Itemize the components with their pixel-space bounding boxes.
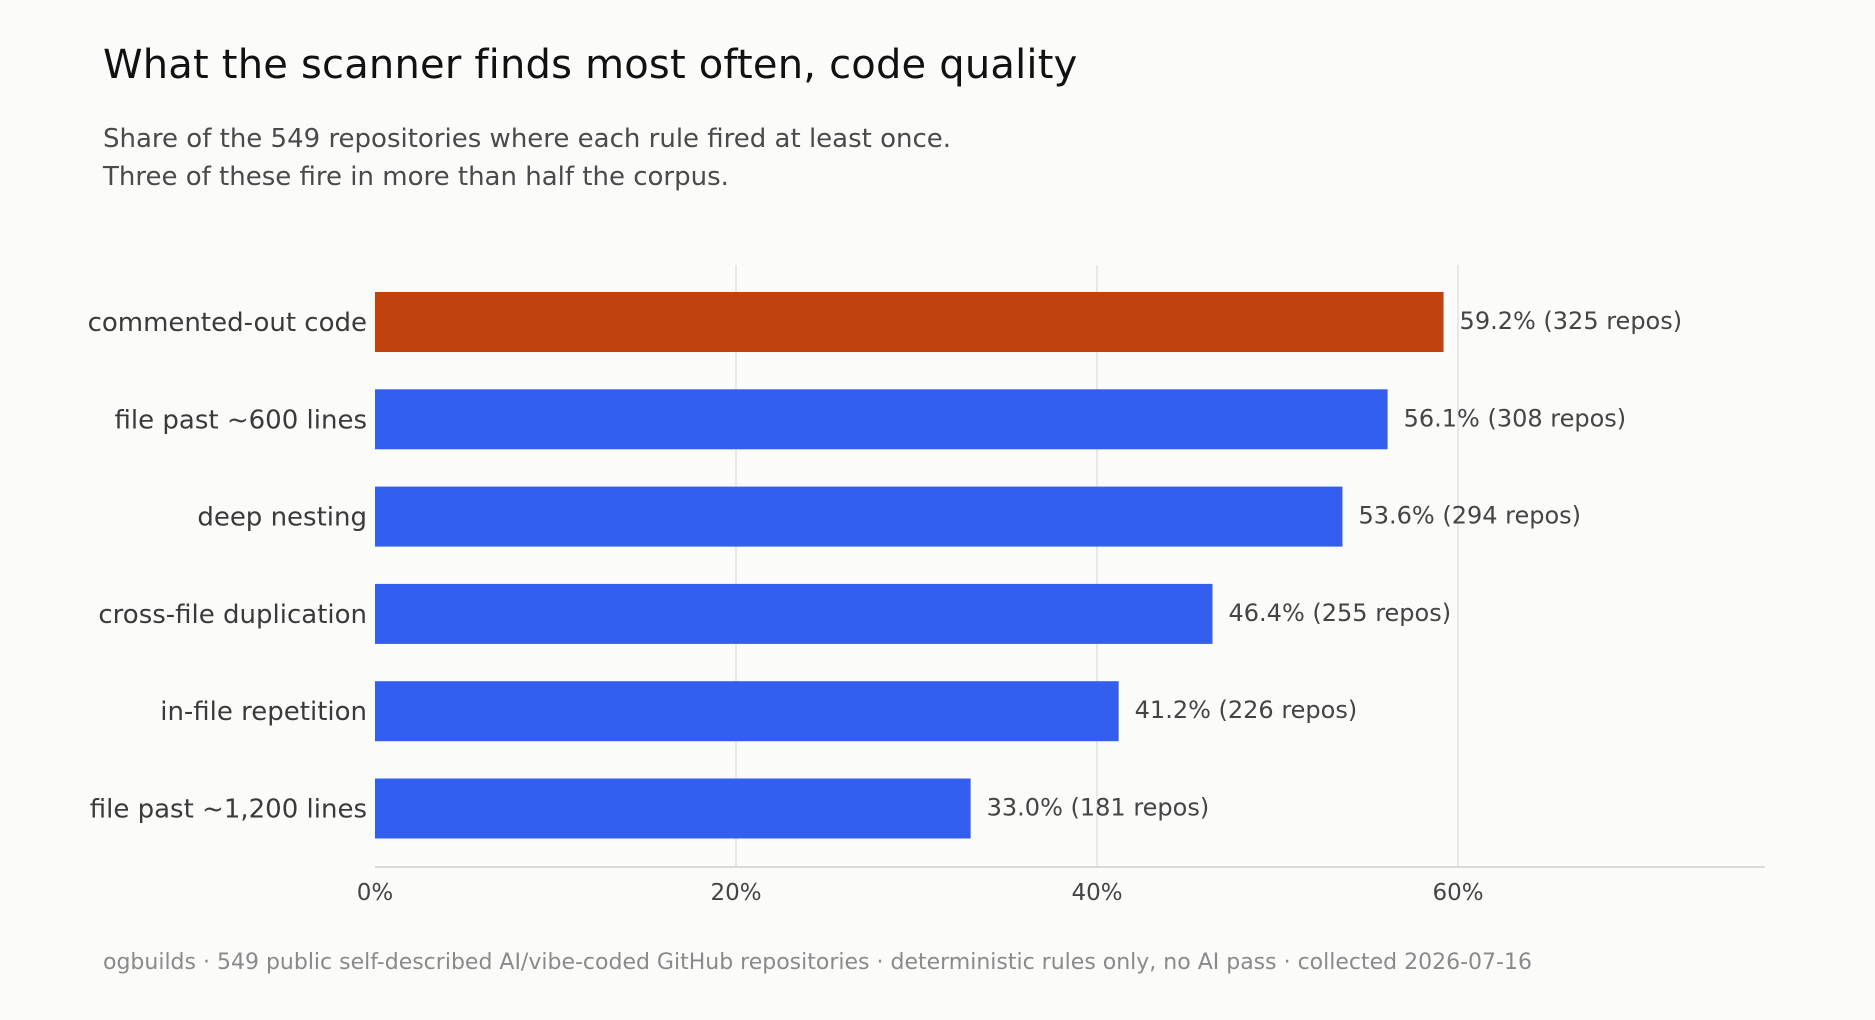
chart-subtitle: Share of the 549 repositories where each…	[103, 120, 951, 196]
data-label-3: 46.4% (255 repos)	[1229, 599, 1452, 627]
x-tick-label-1: 20%	[710, 880, 761, 906]
bar-5	[375, 778, 971, 839]
category-label-2: deep nesting	[197, 503, 367, 533]
subtitle-line-1: Share of the 549 repositories where each…	[103, 124, 952, 154]
category-label-4: in-file repetition	[160, 697, 367, 727]
data-label-2: 53.6% (294 repos)	[1358, 502, 1581, 530]
category-label-1: file past ~600 lines	[115, 405, 367, 435]
category-label-3: cross-file duplication	[98, 600, 367, 630]
x-tick-label-2: 40%	[1071, 880, 1122, 906]
x-tick-label-0: 0%	[357, 880, 394, 906]
data-label-1: 56.1% (308 repos)	[1404, 404, 1627, 432]
bar-4	[375, 681, 1119, 742]
chart-title: What the scanner finds most often, code …	[103, 42, 1078, 88]
bar-3	[375, 583, 1213, 644]
data-label-5: 33.0% (181 repos)	[987, 794, 1210, 822]
x-tick-label-3: 60%	[1432, 880, 1483, 906]
bar-1	[375, 389, 1388, 450]
subtitle-line-2: Three of these fire in more than half th…	[103, 162, 729, 192]
category-label-5: file past ~1,200 lines	[90, 795, 367, 825]
bar-0	[375, 292, 1444, 352]
data-label-4: 41.2% (226 repos)	[1135, 696, 1358, 724]
bar-2	[375, 486, 1343, 547]
data-label-0: 59.2% (325 repos)	[1460, 307, 1683, 335]
source-footer: ogbuilds · 549 public self-described AI/…	[103, 950, 1532, 975]
category-label-0: commented-out code	[88, 308, 367, 338]
